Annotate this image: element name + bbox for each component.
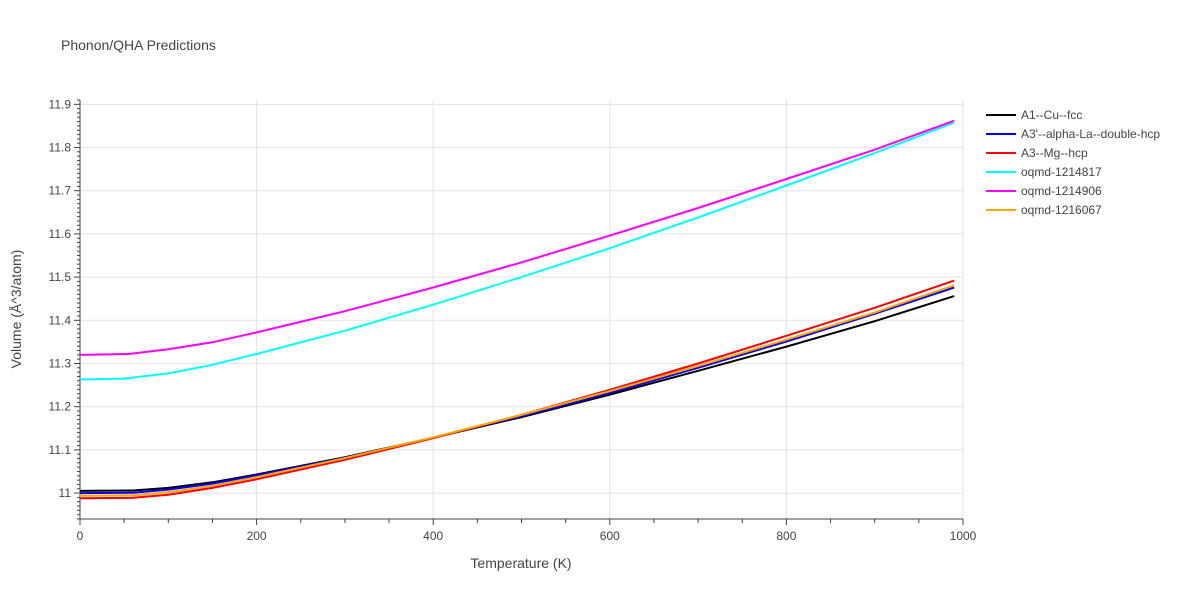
- chart-title: Phonon/QHA Predictions: [61, 37, 216, 53]
- y-tick-label: 11.4: [49, 313, 72, 327]
- legend-item[interactable]: A3--Mg--hcp: [986, 146, 1088, 160]
- y-tick-label: 11.1: [49, 443, 72, 457]
- legend-item[interactable]: oqmd-1214817: [986, 165, 1102, 179]
- series-line-a1-cu-fcc: [79, 295, 955, 492]
- y-tick-label: 11.9: [49, 97, 72, 111]
- legend-label: A1--Cu--fcc: [1021, 108, 1082, 122]
- tick-labels: 0 200 400 600 800 1000 11 11.1 11.2 11.3 11.4 11.5 1…: [49, 97, 977, 543]
- x-tick-label: 0: [77, 529, 84, 543]
- series-group: [79, 119, 955, 500]
- series-line-a3-alpha-la-double-hcp: [79, 286, 955, 495]
- y-axis-title: Volume (Å^3/atom): [8, 250, 24, 369]
- legend-item[interactable]: oqmd-1216067: [986, 203, 1102, 217]
- legend[interactable]: A1--Cu--fcc A3'--alpha-La--double-hcp A3--…: [986, 108, 1160, 217]
- legend-label: oqmd-1216067: [1021, 203, 1102, 217]
- legend-label: A3'--alpha-La--double-hcp: [1021, 127, 1160, 141]
- series-line-oqmd-1214817: [79, 121, 955, 381]
- x-tick-label: 600: [600, 529, 620, 543]
- y-tick-label: 11.3: [49, 356, 72, 370]
- legend-label: oqmd-1214817: [1021, 165, 1102, 179]
- legend-label: A3--Mg--hcp: [1021, 146, 1088, 160]
- x-tick-label: 1000: [950, 529, 977, 543]
- x-tick-label: 800: [776, 529, 796, 543]
- grid: [79, 100, 964, 519]
- y-tick-label: 11.2: [49, 400, 72, 414]
- y-tick-label: 11.5: [49, 270, 72, 284]
- series-line-oqmd-1216067: [79, 284, 955, 497]
- axes: [74, 99, 964, 525]
- x-axis-title: Temperature (K): [470, 555, 571, 571]
- series-line-a3-mg-hcp: [79, 279, 955, 500]
- x-tick-label: 400: [423, 529, 443, 543]
- y-tick-label: 11.8: [49, 141, 72, 155]
- x-tick-label: 200: [247, 529, 267, 543]
- y-tick-label: 11.7: [49, 184, 72, 198]
- legend-item[interactable]: A3'--alpha-La--double-hcp: [986, 127, 1160, 141]
- legend-item[interactable]: A1--Cu--fcc: [986, 108, 1082, 122]
- legend-item[interactable]: oqmd-1214906: [986, 184, 1102, 198]
- series-line-oqmd-1214906: [79, 119, 955, 356]
- y-tick-label: 11.6: [49, 227, 72, 241]
- legend-label: oqmd-1214906: [1021, 184, 1102, 198]
- y-tick-label: 11: [59, 486, 72, 500]
